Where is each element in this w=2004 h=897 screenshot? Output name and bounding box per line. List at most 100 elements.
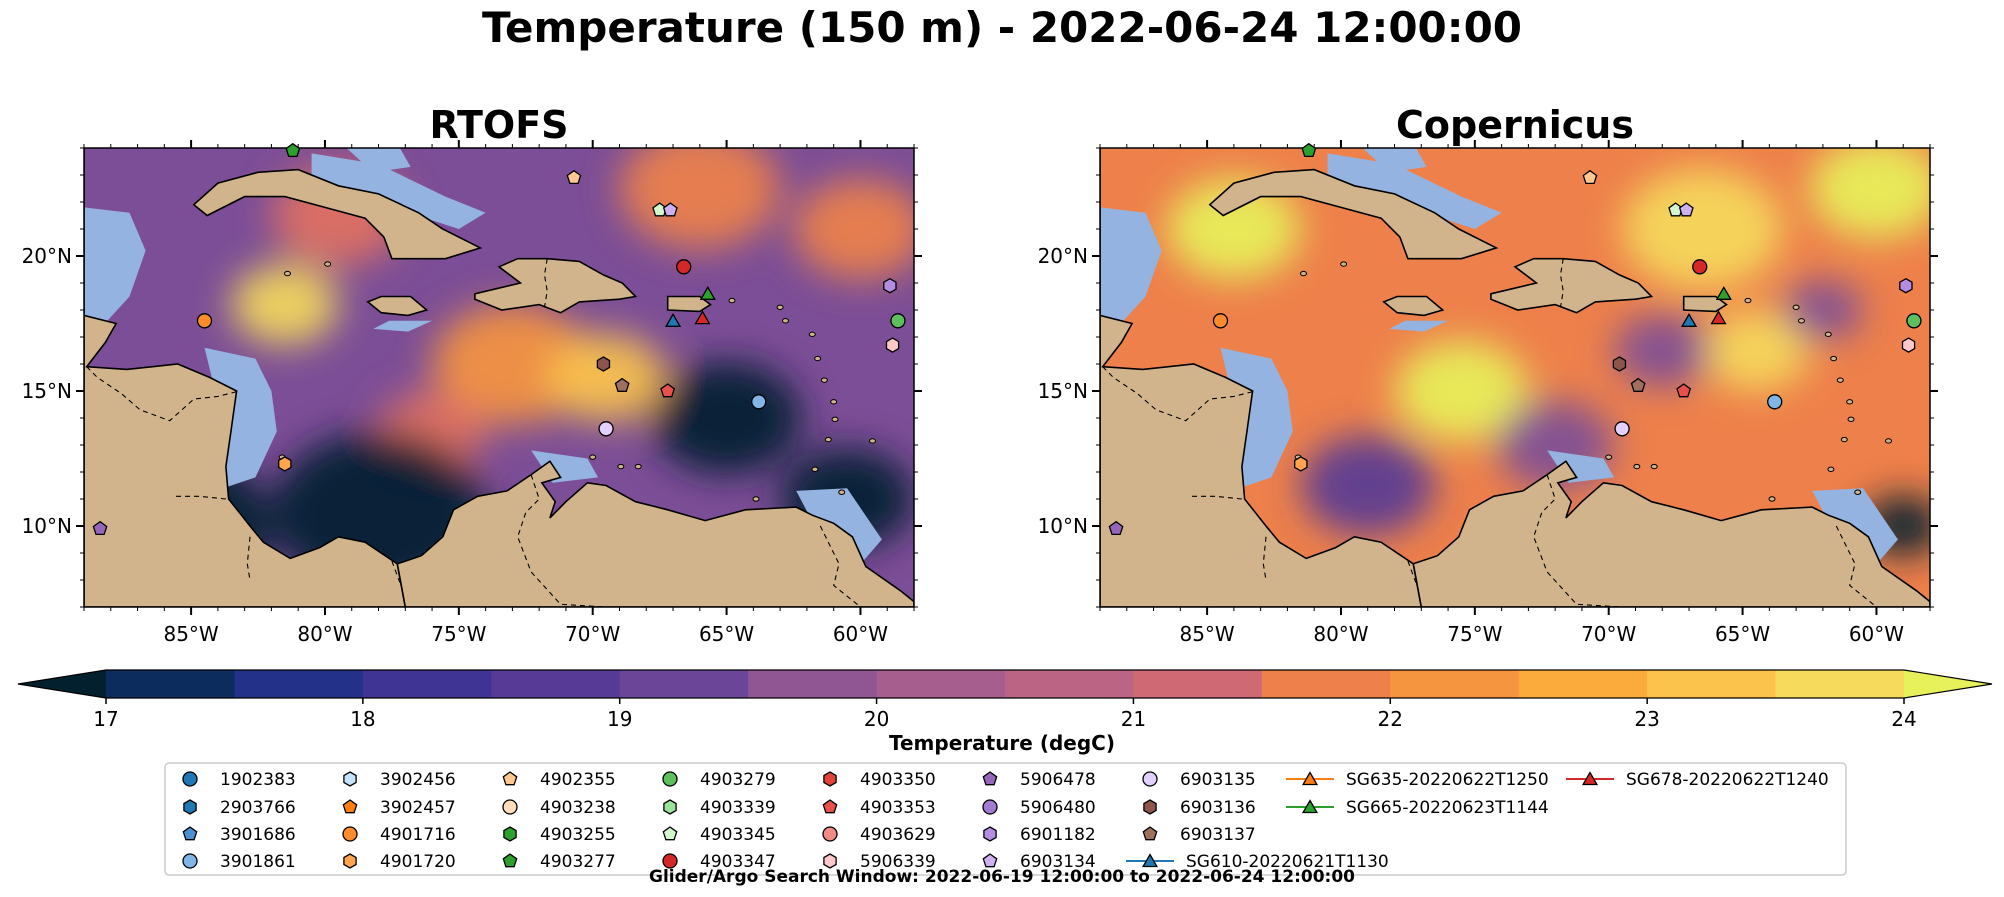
legend-symbol — [1301, 771, 1319, 786]
legend-symbol — [982, 853, 998, 868]
island — [820, 377, 828, 383]
legend-symbol — [1143, 799, 1157, 815]
island — [1633, 463, 1641, 470]
legend-label: 6903135 — [1180, 770, 1256, 790]
y-tick-label: 10°N — [22, 514, 72, 538]
legend-symbol — [823, 771, 837, 787]
y-tick-label: 10°N — [1038, 514, 1088, 538]
island — [1847, 416, 1855, 423]
island — [831, 416, 839, 423]
float-marker-6903135 — [598, 421, 614, 437]
legend-symbol — [823, 853, 837, 869]
island — [830, 399, 838, 405]
colorbar-segment — [876, 670, 1006, 698]
legend-label: 1902383 — [220, 770, 296, 790]
colorbar-label: Temperature (degC) — [889, 731, 1115, 755]
glider-marker-SG678-20220622T1240 — [694, 310, 711, 325]
island — [728, 297, 736, 304]
colorbar-tick-label: 19 — [607, 707, 632, 731]
x-tick-label: 60°W — [833, 622, 888, 646]
colorbar-segment — [491, 670, 621, 698]
land-central — [1100, 148, 1423, 607]
land-puertorico — [1682, 295, 1728, 313]
island — [1340, 261, 1348, 267]
legend-label: 6903137 — [1180, 825, 1256, 845]
colorbar-segment — [1775, 670, 1905, 698]
float-marker-4902355 — [566, 169, 582, 185]
colorbar-segment — [1518, 670, 1648, 698]
legend-label: 4902355 — [540, 770, 616, 790]
legend-label: 3902456 — [380, 770, 456, 790]
legend-symbol — [182, 853, 198, 869]
x-tick-label: 75°W — [1447, 622, 1502, 646]
temperature-anomaly — [619, 148, 781, 249]
glider-marker-SG678-20220622T1240 — [1710, 310, 1727, 325]
colorbar: 17 18 19 20 21 22 23 24 — [17, 669, 1993, 731]
panel-title-rtofs: RTOFS — [429, 103, 568, 147]
island — [814, 355, 822, 362]
legend-symbol — [982, 771, 998, 786]
temperature-anomaly — [1702, 310, 1810, 391]
colorbar-tick-label: 24 — [1891, 707, 1916, 731]
legend-symbol — [662, 826, 678, 841]
legend-symbol — [342, 826, 358, 842]
temperature-anomaly — [1166, 178, 1301, 280]
legend-label: SG665-20220623T1144 — [1346, 798, 1549, 818]
legend-symbol — [342, 799, 358, 814]
island — [589, 454, 597, 460]
temperature-anomaly — [651, 361, 802, 475]
x-tick-label: 65°W — [1715, 622, 1770, 646]
colorbar-segment — [619, 670, 749, 698]
search-window-footer: Glider/Argo Search Window: 2022-06-19 12… — [649, 867, 1355, 887]
float-marker-4902355 — [1582, 169, 1598, 185]
float-marker-4903279 — [1906, 313, 1922, 329]
glider-marker-SG610-20220621T1130 — [1680, 313, 1698, 327]
colorbar-segment — [1005, 670, 1135, 698]
island — [838, 489, 846, 495]
legend-symbol — [982, 799, 998, 815]
legend-symbol — [662, 771, 678, 787]
continental-shelf — [1812, 488, 1898, 562]
continental-shelf — [346, 148, 411, 173]
country-border — [391, 560, 401, 583]
island — [1824, 331, 1832, 337]
island — [811, 466, 819, 472]
legend-symbol — [822, 826, 838, 842]
legend-label: SG678-20220622T1240 — [1626, 770, 1829, 790]
legend-symbol — [1142, 826, 1158, 841]
legend-symbol — [343, 853, 357, 869]
colorbar-tick-label: 18 — [350, 707, 375, 731]
island — [1854, 489, 1862, 495]
map-frame — [83, 147, 915, 608]
colorbar-segment — [748, 670, 878, 698]
float-marker-4903353 — [1676, 383, 1692, 398]
float-marker-6903137 — [614, 377, 630, 392]
temperature-anomaly — [1300, 435, 1435, 536]
temperature-anomaly — [793, 178, 914, 280]
legend-label: 4903339 — [700, 798, 776, 818]
x-tick-label: 80°W — [297, 622, 352, 646]
legend-symbol — [662, 853, 678, 869]
legend-symbol — [1142, 771, 1158, 787]
float-marker-5906339 — [885, 337, 900, 353]
float-marker-5906339 — [1901, 337, 1916, 353]
legend: 1902383 2903766 3901686 3901861 3902456 39024… — [182, 770, 1829, 872]
island — [324, 261, 332, 267]
legend-label: 6901182 — [1020, 825, 1096, 845]
land-cuba — [1208, 168, 1499, 260]
legend-symbol — [503, 826, 517, 842]
x-tick-label: 70°W — [1581, 622, 1636, 646]
legend-symbol — [1581, 771, 1599, 786]
colorbar-tick-label: 17 — [93, 707, 118, 731]
legend-symbol — [502, 853, 518, 868]
legend-symbol — [182, 771, 198, 787]
legend-label: SG635-20220622T1250 — [1346, 770, 1549, 790]
continental-shelf — [1327, 153, 1502, 229]
x-tick-label: 65°W — [699, 622, 754, 646]
legend-label: 5906480 — [1020, 798, 1096, 818]
glider-marker-SG610-20220621T1130 — [664, 313, 682, 327]
colorbar-tick-label: 22 — [1378, 707, 1403, 731]
country-border — [1262, 536, 1267, 581]
map-panel-rtofs: RTOFS 85°W 80°W 75°W 70°W 65°W 60°W 10°N 15°N 20… — [22, 103, 922, 646]
temperature-anomaly — [1614, 314, 1711, 387]
